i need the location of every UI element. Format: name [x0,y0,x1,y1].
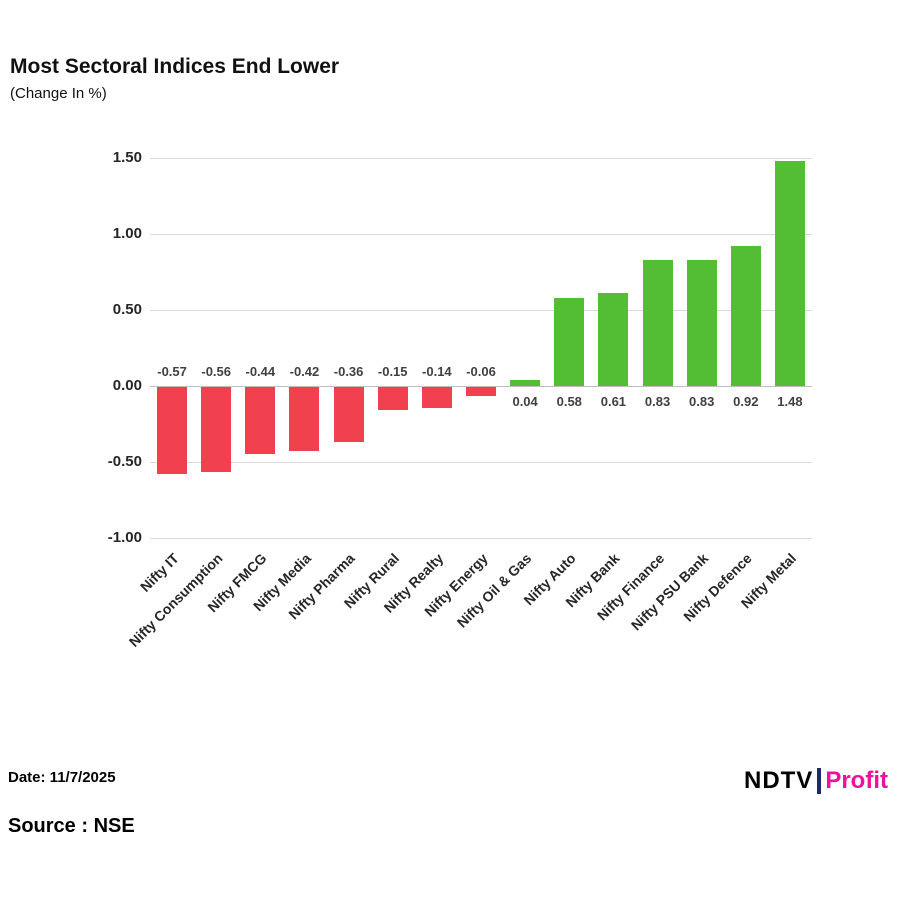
bar [157,387,188,474]
bar [686,259,717,386]
bar-value-label: -0.14 [422,364,452,379]
bar-value-label: 0.83 [644,394,671,409]
bar-value-label: 1.48 [777,394,803,409]
bar [245,387,276,454]
category-label: Nifty PSU Bank [627,550,711,634]
y-tick-label: -1.00 [107,529,142,546]
bar [377,387,408,410]
bar [466,387,496,397]
gridline [150,310,812,311]
logo-profit-text: Profit [825,767,888,794]
logo-ndtv-text: NDTV [743,767,814,794]
bar [642,259,673,386]
bar-value-label: -0.42 [289,364,320,379]
gridline [150,234,812,235]
source-label: Source : NSE [8,815,135,837]
gridline [150,462,812,463]
bar-value-label: -0.56 [201,364,231,379]
bar-value-label: 0.92 [733,394,759,409]
date-label: Date: 11/7/2025 [8,769,116,786]
bar-value-label: 0.61 [600,394,627,409]
bar-value-label: 0.04 [512,394,538,409]
bar-value-label: -0.44 [245,364,276,379]
chart-subtitle: (Change In %) [10,85,107,102]
bar [554,297,585,386]
ndtv-profit-logo: NDTV Profit [744,767,888,795]
y-tick-label: 1.50 [112,149,142,166]
bar-value-label: 0.58 [556,394,582,409]
bar [730,246,761,386]
logo-separator-bar [817,768,822,794]
bar-value-label: -0.15 [377,364,408,379]
bar-value-label: -0.36 [333,364,364,379]
y-tick-label: 0.00 [112,377,142,394]
bar-value-label: -0.57 [157,364,187,379]
y-tick-label: -0.50 [107,453,142,470]
bar [201,387,232,473]
y-tick-label: 0.50 [112,301,142,318]
bar [774,161,805,386]
gridline [150,538,812,539]
bar [598,293,629,386]
gridline [150,386,812,387]
bar [333,387,364,442]
bar-value-label: -0.06 [466,364,496,379]
gridline [150,158,812,159]
y-tick-label: 1.00 [112,225,142,242]
bar [510,379,541,386]
bar [289,387,320,451]
bar-value-label: 0.83 [689,394,715,409]
bar [421,387,452,409]
chart-title: Most Sectoral Indices End Lower [10,55,340,78]
